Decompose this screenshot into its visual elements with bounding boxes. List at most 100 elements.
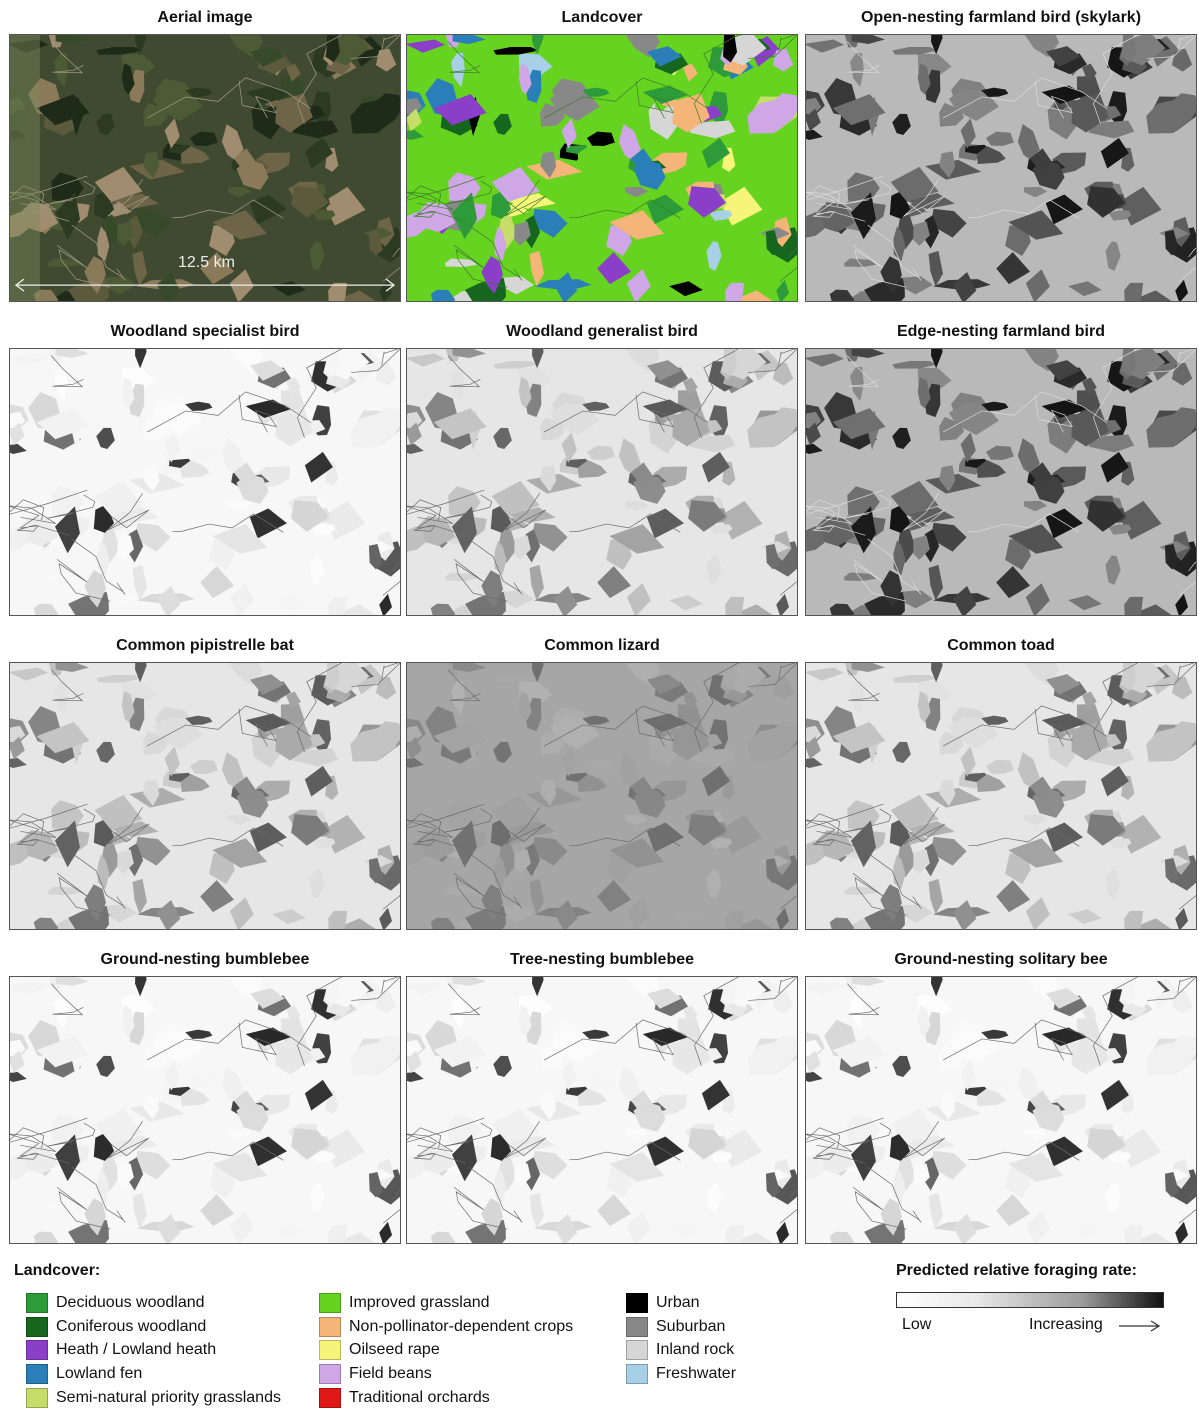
gray-road (51, 669, 84, 702)
gray-road (407, 1117, 485, 1149)
gray-patch (532, 977, 544, 997)
gray-road (443, 808, 493, 833)
gray-patch (1175, 593, 1189, 615)
gray-patch (606, 539, 632, 571)
panel-title-common-toad: Common toad (947, 637, 1055, 654)
gray-patch (48, 572, 81, 582)
gray-patch (806, 214, 825, 238)
gray-road (569, 1141, 681, 1161)
gray-patch (452, 977, 486, 987)
legend-swatch-deciduous-woodland (26, 1293, 48, 1313)
gray-patch (134, 1150, 171, 1180)
gray-patch (1136, 290, 1172, 301)
gray-patch (806, 725, 822, 744)
legend-label: Traditional orchards (349, 1388, 490, 1406)
landcover-road (779, 247, 797, 282)
gray-patch (96, 361, 142, 369)
gray-patch (1088, 120, 1135, 139)
aerial-field (94, 166, 143, 202)
gray-patch (117, 849, 134, 874)
gray-patch (806, 757, 823, 769)
gray-patch (597, 566, 632, 599)
gray-patch (493, 361, 539, 369)
gray-patch (902, 590, 933, 609)
gray-patch (1017, 438, 1040, 474)
gray-patch (806, 528, 825, 552)
aerial-field (340, 290, 376, 301)
gray-road (968, 1141, 1080, 1161)
gray-road (413, 524, 467, 536)
legend-label: Non-pollinator-dependent crops (349, 1317, 574, 1335)
gray-patch (291, 1128, 329, 1160)
gray-patch (829, 917, 855, 929)
gray-road (1147, 349, 1196, 373)
gray-patch (134, 522, 171, 552)
gray-patch (902, 1218, 933, 1237)
gray-road (10, 803, 88, 835)
gray-road (297, 349, 342, 438)
gray-patch (1171, 990, 1193, 1014)
gray-patch (1041, 713, 1087, 732)
map-panel-woodland-generalist-bird (406, 348, 798, 616)
landcover-patch (451, 192, 477, 240)
landcover-road (569, 199, 681, 219)
gray-patch (1025, 269, 1050, 301)
gray-patch (143, 1093, 160, 1120)
gray-patch (1136, 918, 1172, 929)
gray-patch (931, 349, 943, 369)
map-panel-common-toad (805, 662, 1197, 930)
gray-patch (851, 977, 885, 987)
foraging-rate-legend-title: Predicted relative foraging rate: (896, 1262, 1137, 1279)
gray-patch (407, 422, 422, 446)
gray-road (968, 827, 1080, 847)
gray-road (968, 199, 1080, 219)
gray-patch (164, 432, 180, 463)
gray-patch (597, 1194, 632, 1227)
gray-road (806, 803, 884, 835)
gray-patch (618, 752, 641, 788)
gray-patch (553, 586, 578, 615)
gray-patch (309, 555, 325, 586)
gray-patch (1005, 1167, 1031, 1199)
aerial-field (245, 85, 291, 104)
gray-patch (939, 416, 964, 441)
gray-patch (1171, 48, 1193, 72)
gray-patch (880, 1198, 902, 1236)
aerial-field (117, 221, 134, 246)
gray-patch (1029, 462, 1053, 487)
gray-patch (143, 730, 168, 755)
gray-patch (928, 1192, 943, 1229)
gray-patch (84, 884, 106, 922)
gray-road (382, 1189, 400, 1224)
gray-patch (1041, 399, 1087, 418)
gray-road (779, 561, 797, 596)
gray-patch (626, 897, 651, 929)
gray-patch (806, 667, 845, 681)
gray-road (10, 1117, 88, 1149)
legend-label: Deciduous woodland (56, 1294, 205, 1311)
legend-label: Freshwater (656, 1365, 737, 1383)
gray-patch (892, 989, 938, 997)
gray-patch (531, 1150, 568, 1180)
gray-patch (747, 726, 794, 762)
gray-patch (931, 35, 943, 55)
landcover-patch (407, 97, 423, 116)
gray-road (10, 489, 88, 521)
landcover-patch (606, 225, 632, 257)
gray-patch (304, 1079, 333, 1111)
gray-patch (747, 412, 794, 448)
gray-patch (776, 593, 790, 615)
gray-patch (765, 1172, 780, 1198)
gray-road (806, 505, 853, 529)
legend-label: Coniferous woodland (56, 1317, 207, 1335)
gray-patch (10, 411, 26, 430)
gray-road (1093, 663, 1138, 752)
gray-patch (1087, 814, 1125, 846)
aerial-field (328, 282, 348, 301)
panel-title-edge-nesting-farmland-bird: Edge-nesting farmland bird (896, 323, 1105, 340)
gray-patch (1124, 910, 1144, 929)
gray-patch (806, 129, 823, 141)
gray-road (569, 513, 681, 533)
legend-swatch-improved-grassland (319, 1293, 341, 1313)
gray-patch (985, 445, 1014, 460)
